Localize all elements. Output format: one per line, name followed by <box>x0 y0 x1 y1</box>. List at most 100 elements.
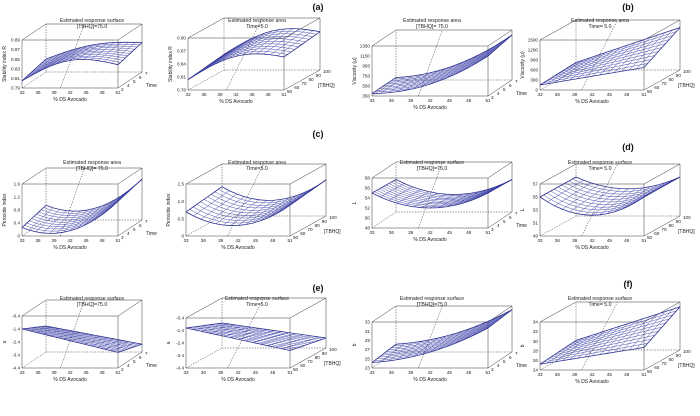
panel-2-left: Estimated response area[TBHQ]= 75.035055… <box>352 18 527 111</box>
y-tick-label: 0.81 <box>11 76 20 81</box>
x-tick-label: 42 <box>67 90 73 95</box>
depth-tick-label: 90 <box>316 73 322 78</box>
mesh-line <box>42 51 67 70</box>
box-edge <box>539 301 681 370</box>
mesh-line <box>275 189 312 215</box>
mesh-line <box>438 193 463 208</box>
mesh-line <box>554 57 591 83</box>
box-edge <box>188 69 321 91</box>
x-tick-label: 39 <box>572 238 578 243</box>
x-tick-label: 51 <box>115 238 121 243</box>
y-tick-label: -0.4 <box>12 314 20 319</box>
panel-subtitle: Time= 5.0 <box>588 24 611 30</box>
surface-mesh <box>539 27 681 86</box>
y-tick-label: 54 <box>365 196 371 201</box>
mesh-line <box>463 189 488 204</box>
y-tick-label: 55 <box>533 195 539 200</box>
x-tick-label: 45 <box>447 98 453 103</box>
panel-label: (e) <box>313 283 324 293</box>
mesh-line <box>117 178 143 202</box>
x-tick-label: 39 <box>51 90 57 95</box>
mesh-line <box>421 335 446 355</box>
panel-5-left: Estimated response surface[TBHQ]=75.0 -4.… <box>2 296 157 383</box>
mesh-line <box>421 193 446 208</box>
x-axis-label: % DS Avocado <box>575 245 608 251</box>
y-tick-label: 550 <box>362 84 370 89</box>
depth-tick-label: 100 <box>329 215 337 220</box>
mesh-line <box>28 56 54 78</box>
panel-subtitle: [TBHQ]= 75.0 <box>76 166 108 172</box>
surface-mesh <box>21 41 143 82</box>
y-tick-label: 58 <box>365 176 371 181</box>
y-tick-label: -1.4 <box>12 327 20 332</box>
depth-tick-label: 4 <box>127 231 130 236</box>
mesh-line <box>110 42 136 64</box>
depth-tick-label: 70 <box>307 227 313 232</box>
mesh-line <box>185 322 223 329</box>
mesh-line <box>599 42 636 76</box>
mesh-line <box>539 62 577 86</box>
mesh-line <box>388 75 413 93</box>
depth-axis-label: Time <box>146 231 157 237</box>
x-tick-label: 45 <box>83 90 89 95</box>
y-tick-label: 1.5 <box>178 182 185 187</box>
reference-line <box>227 297 264 369</box>
mesh-line <box>539 340 577 365</box>
x-tick-label: 33 <box>369 370 375 375</box>
mesh-line <box>487 309 513 329</box>
y-tick-label: -2.4 <box>176 341 184 346</box>
reference-line <box>60 167 85 237</box>
y-tick-label: 33 <box>365 320 371 325</box>
mesh-line <box>90 199 115 223</box>
depth-tick-label: 60 <box>654 231 660 236</box>
mesh-line <box>200 193 237 220</box>
x-tick-label: 48 <box>99 90 105 95</box>
mesh-line <box>35 53 60 74</box>
y-tick-label: 1150 <box>360 54 370 59</box>
mesh-line <box>405 72 430 91</box>
x-axis-label: % DS Avocado <box>221 245 254 251</box>
panel-title: Estimated response surface <box>60 18 124 24</box>
mesh-line <box>471 45 496 67</box>
x-tick-label: 39 <box>572 92 578 97</box>
mesh-line <box>260 195 297 222</box>
depth-tick-label: 7 <box>145 219 148 224</box>
depth-axis-label: Time <box>146 363 157 369</box>
mesh-line <box>487 34 513 57</box>
depth-tick-label: 5 <box>133 79 136 84</box>
panel-subtitle: Time=5.0 <box>246 24 268 30</box>
mesh-line <box>237 200 275 226</box>
mesh-line <box>230 329 267 338</box>
y-tick-label: 23 <box>365 366 371 371</box>
x-tick-label: 45 <box>83 370 89 375</box>
x-axis-label: % DS Avocado <box>413 105 446 111</box>
mesh-line <box>222 35 259 61</box>
x-tick-label: 42 <box>235 370 241 375</box>
panel-title: Estimated response surface <box>225 296 289 302</box>
depth-tick-label: 3 <box>121 87 124 92</box>
x-tick-label: 39 <box>218 370 224 375</box>
y-tick-label: 24 <box>533 368 539 373</box>
y-tick-label: 0.5 <box>178 216 185 221</box>
mesh-line <box>554 188 659 205</box>
x-tick-label: 51 <box>641 92 647 97</box>
y-tick-label: 0.4 <box>14 221 21 226</box>
mesh-line <box>446 193 471 207</box>
panel-subtitle: Time=5.0 <box>246 166 268 172</box>
mesh-line <box>606 318 644 354</box>
panel-1-left: Estimated response surface[TBHQ]=75.0 0.7… <box>2 18 157 103</box>
x-tick-label: 48 <box>265 92 271 97</box>
mesh-line <box>396 341 421 360</box>
mesh-line <box>446 58 471 79</box>
mesh-line <box>28 207 54 231</box>
mesh-line <box>223 328 260 337</box>
panel-title: Estimated response area <box>571 18 629 24</box>
panel-subtitle: [TBHQ]=75.0 <box>77 24 108 30</box>
mesh-line <box>97 340 122 348</box>
x-tick-label: 39 <box>51 238 57 243</box>
x-tick-label: 42 <box>67 370 73 375</box>
mesh-line <box>21 325 47 330</box>
panel-4-left: Estimated response surface[TBHQ]=75.0 48 5… <box>352 160 527 243</box>
y-tick-label: 34 <box>533 320 539 325</box>
